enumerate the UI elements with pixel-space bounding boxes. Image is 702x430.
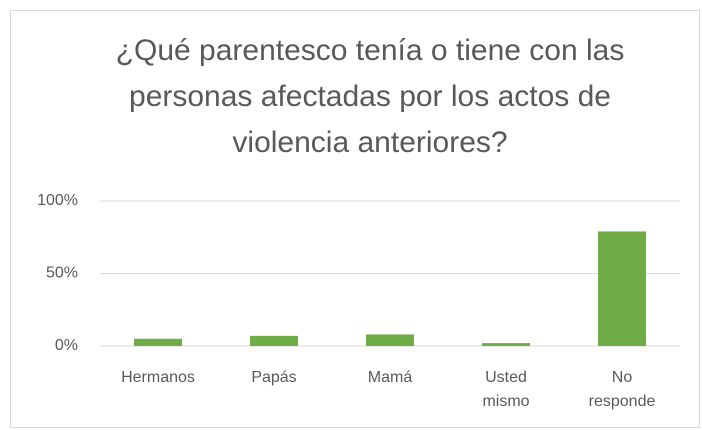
y-tick-label: 0% [55, 337, 78, 354]
chart-title: ¿Qué parentesco tenía o tiene con las pe… [115, 34, 625, 159]
x-tick-label: Usted mismo [482, 369, 530, 410]
bar [134, 338, 182, 346]
chart-frame [10, 10, 700, 428]
bar [366, 334, 414, 346]
y-tick-label: 50% [46, 265, 78, 282]
x-tick-label: No responde [588, 369, 656, 410]
x-tick-label: Mamá [367, 369, 413, 386]
y-tick-label: 100% [37, 192, 78, 209]
bar [250, 335, 298, 346]
bar [482, 343, 530, 346]
x-tick-label: Papás [251, 369, 297, 386]
x-tick-label: Hermanos [121, 369, 195, 386]
bar [598, 231, 646, 346]
